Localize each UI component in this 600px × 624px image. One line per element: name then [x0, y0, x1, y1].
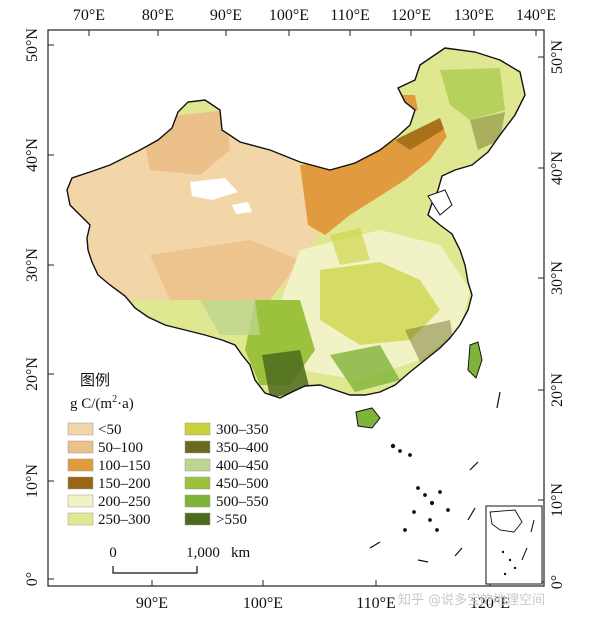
top-lon-label: 80°E — [142, 7, 174, 24]
left-lat-label: 30°N — [24, 248, 41, 282]
legend-label: 500–550 — [216, 494, 269, 510]
scale-unit-label: km — [231, 545, 251, 561]
left-lat-label: 50°N — [24, 28, 41, 62]
legend-swatch — [67, 512, 94, 526]
legend-label: 300–350 — [216, 422, 269, 438]
top-lon-label: 120°E — [391, 7, 431, 24]
legend-swatch — [184, 422, 211, 436]
left-latitude-labels: 50°N 40°N 30°N 20°N 10°N 0° — [24, 28, 41, 587]
legend-label: 450–500 — [216, 476, 269, 492]
legend-label: 150–200 — [98, 476, 151, 492]
bottom-lon-label: 110°E — [356, 595, 396, 612]
legend-label: 50–100 — [98, 440, 143, 456]
legend-swatch — [184, 512, 211, 526]
right-lat-label: 40°N — [549, 151, 566, 185]
top-lon-label: 100°E — [269, 7, 309, 24]
right-lat-label: 30°N — [549, 261, 566, 295]
legend-swatch — [67, 458, 94, 472]
legend-label: 400–450 — [216, 458, 269, 474]
south-china-sea-islands — [369, 391, 501, 563]
top-lon-label: 110°E — [330, 7, 370, 24]
right-lat-label: 10°N — [549, 483, 566, 517]
right-latitude-labels: 50°N 40°N 30°N 20°N 10°N 0° — [549, 40, 566, 590]
top-lon-label: 140°E — [516, 7, 556, 24]
bottom-lon-label: 90°E — [136, 595, 168, 612]
bottom-lon-label: 100°E — [243, 595, 283, 612]
legend-label: <50 — [98, 422, 121, 438]
top-lon-label: 90°E — [210, 7, 242, 24]
left-lat-label: 40°N — [24, 138, 41, 172]
legend-label: 250–300 — [98, 512, 151, 528]
legend-label: >550 — [216, 512, 247, 528]
legend-title: 图例 — [80, 371, 110, 389]
bottom-lon-label: 120°E — [470, 595, 510, 612]
watermark: 知乎 @说多宝的地理空间 — [398, 592, 545, 608]
legend-unit: g C/(m2·a) — [70, 394, 134, 412]
legend-label: 200–250 — [98, 494, 151, 510]
right-lat-label: 50°N — [549, 40, 566, 74]
scale-bar: 0 1,000 km — [109, 545, 251, 574]
legend-swatch — [67, 440, 94, 454]
top-lon-label: 130°E — [454, 7, 494, 24]
legend-swatch — [184, 494, 211, 508]
legend-swatch — [67, 422, 94, 436]
legend-swatch — [184, 440, 211, 454]
right-lat-label: 20°N — [549, 373, 566, 407]
taiwan-island — [467, 341, 483, 379]
legend-swatch — [67, 494, 94, 508]
hainan-island — [355, 407, 381, 429]
top-lon-label: 70°E — [73, 7, 105, 24]
china-outline — [66, 47, 526, 399]
legend-swatch — [184, 476, 211, 490]
scale-start-label: 0 — [109, 545, 117, 561]
legend-label: 350–400 — [216, 440, 269, 456]
left-lat-label: 0° — [24, 572, 41, 586]
frame-ticks — [48, 30, 544, 586]
legend-label: 100–150 — [98, 458, 151, 474]
bottom-longitude-labels: 90°E 100°E 110°E 120°E — [136, 595, 510, 612]
left-lat-label: 10°N — [24, 464, 41, 498]
inset-map — [485, 505, 543, 585]
left-lat-label: 20°N — [24, 357, 41, 391]
scale-end-label: 1,000 — [186, 545, 220, 561]
top-longitude-labels: 70°E 80°E 90°E 100°E 110°E 120°E 130°E 1… — [73, 7, 556, 24]
legend-swatch — [67, 476, 94, 490]
legend-swatch — [184, 458, 211, 472]
right-lat-label: 0° — [549, 575, 566, 589]
map-legend: 图例 g C/(m2·a) <50 50–100 100–150 150–200… — [67, 371, 269, 528]
